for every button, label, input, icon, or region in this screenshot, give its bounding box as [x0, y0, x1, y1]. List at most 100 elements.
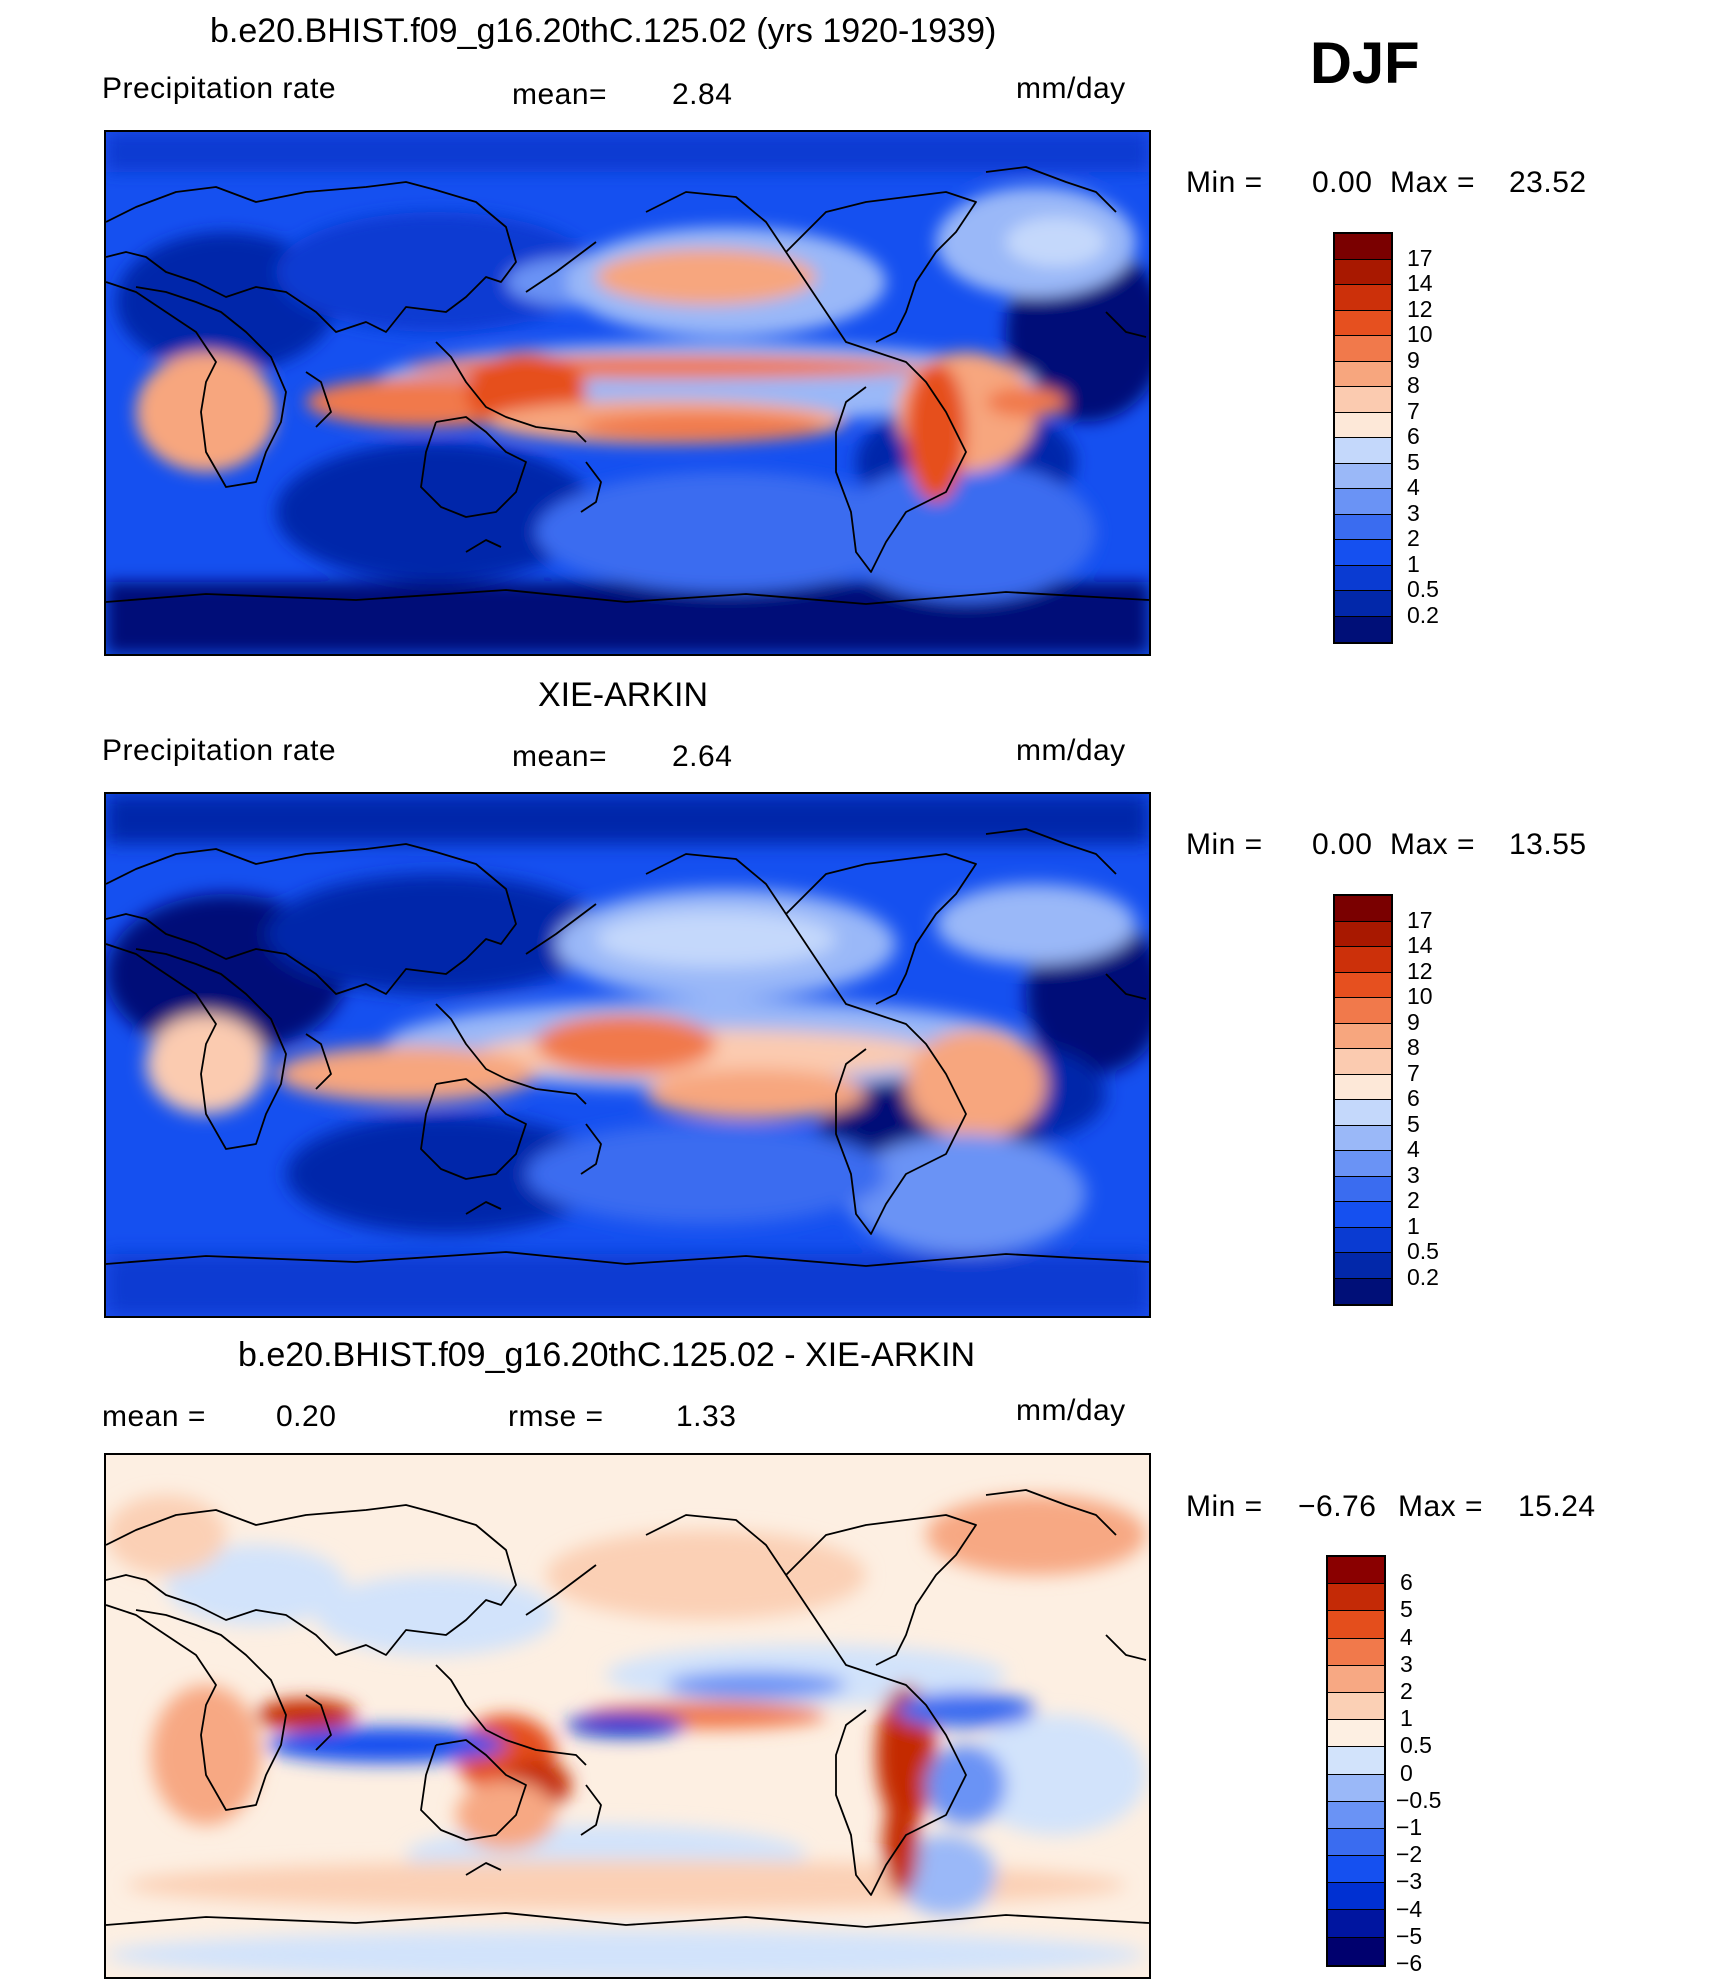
- panel-3-min-label: Min =: [1186, 1490, 1263, 1523]
- colorbar-2-swatch: [1335, 896, 1391, 922]
- colorbar-2-tick-label: 3: [1407, 1161, 1420, 1188]
- panel-3-max-label: Max =: [1398, 1490, 1484, 1523]
- colorbar-3-swatch: [1328, 1665, 1384, 1693]
- colorbar-1-tick-label: 12: [1407, 295, 1433, 322]
- colorbar-3-tick-label: −6: [1396, 1950, 1423, 1976]
- colorbar-3-tick-label: −3: [1396, 1868, 1423, 1895]
- colorbar-1-swatch: [1335, 387, 1391, 413]
- panel-1-map: [104, 130, 1151, 656]
- panel-3-difference-field: [106, 1455, 1149, 1977]
- panel-1-max-label: Max =: [1390, 166, 1476, 199]
- colorbar-1-tick-label: 4: [1407, 474, 1420, 500]
- colorbar-3-tick-label: −0.5: [1396, 1786, 1442, 1813]
- colorbar-1-swatch: [1335, 259, 1391, 285]
- colorbar-2-tick-label: 5: [1407, 1110, 1420, 1137]
- colorbar-1-swatch: [1335, 412, 1391, 438]
- colorbar-1-tick-label: 6: [1407, 423, 1420, 449]
- colorbar-2-tick-label: 0.5: [1407, 1238, 1439, 1264]
- colorbar-3-swatch: [1328, 1611, 1384, 1639]
- colorbar-2-swatch: [1335, 1023, 1391, 1049]
- colorbar-2-tick-label: 7: [1407, 1059, 1420, 1086]
- colorbar-1-tick-label: 5: [1407, 448, 1420, 475]
- colorbar-3-tick-label: 0.5: [1400, 1732, 1432, 1759]
- colorbar-2-tick-label: 14: [1407, 932, 1433, 958]
- colorbar-2-tick-label: 10: [1407, 983, 1433, 1009]
- colorbar-3-tick-label: 5: [1400, 1596, 1413, 1623]
- panel-3-colorbar: [1326, 1555, 1386, 1967]
- colorbar-3-swatch: [1328, 1692, 1384, 1721]
- colorbar-1-swatch: [1335, 310, 1391, 336]
- colorbar-2-swatch: [1335, 1049, 1391, 1075]
- panel-2-units: mm/day: [1016, 734, 1126, 767]
- colorbar-1-swatch: [1335, 285, 1391, 311]
- colorbar-3-tick-label: 6: [1400, 1569, 1413, 1596]
- panel-3-mean-value: 0.20: [276, 1400, 337, 1433]
- panel-1-variable-label: Precipitation rate: [102, 72, 337, 105]
- colorbar-3-swatch: [1328, 1910, 1384, 1938]
- colorbar-3-swatch: [1328, 1937, 1384, 1965]
- panel-1-precip-field: [106, 132, 1149, 654]
- colorbar-2-swatch: [1335, 1278, 1391, 1304]
- panel-1-mean-label: mean=: [512, 78, 608, 111]
- colorbar-1-tick-label: 14: [1407, 270, 1433, 296]
- colorbar-3-swatch: [1328, 1856, 1384, 1884]
- panel-1-mean-value: 2.84: [672, 78, 733, 111]
- colorbar-2-tick-label: 6: [1407, 1085, 1420, 1111]
- colorbar-1-tick-label: 3: [1407, 499, 1420, 526]
- colorbar-2-swatch: [1335, 1176, 1391, 1202]
- panel-3-rmse-label: rmse =: [508, 1400, 604, 1433]
- colorbar-2-tick-label: 4: [1407, 1136, 1420, 1162]
- colorbar-1-swatch: [1335, 438, 1391, 464]
- colorbar-2-swatch: [1335, 1253, 1391, 1279]
- colorbar-1-swatch: [1335, 463, 1391, 489]
- colorbar-2-tick-label: 17: [1407, 906, 1433, 933]
- panel-2-precip-field: [106, 794, 1149, 1316]
- panel-3-units: mm/day: [1016, 1394, 1126, 1427]
- colorbar-1-swatch: [1335, 234, 1391, 260]
- colorbar-3-swatch: [1328, 1883, 1384, 1911]
- colorbar-3-swatch: [1328, 1747, 1384, 1775]
- season-label: DJF: [1310, 31, 1420, 96]
- panel-1-max-value: 23.52: [1509, 166, 1587, 199]
- panel-2-title: XIE-ARKIN: [538, 676, 709, 714]
- colorbar-2-tick-label: 0.2: [1407, 1263, 1439, 1290]
- colorbar-3-swatch: [1328, 1557, 1384, 1585]
- colorbar-2-tick-label: 12: [1407, 957, 1433, 984]
- panel-3-map: [104, 1453, 1151, 1979]
- colorbar-1-swatch: [1335, 489, 1391, 515]
- colorbar-2-swatch: [1335, 1125, 1391, 1151]
- colorbar-2-swatch: [1335, 1202, 1391, 1228]
- colorbar-1-swatch: [1335, 514, 1391, 540]
- colorbar-2-tick-label: 1: [1407, 1212, 1420, 1239]
- colorbar-3-swatch: [1328, 1584, 1384, 1612]
- panel-2-colorbar: [1333, 894, 1393, 1306]
- colorbar-1-swatch: [1335, 361, 1391, 387]
- panel-2-min-label: Min =: [1186, 828, 1263, 861]
- panel-2-max-value: 13.55: [1509, 828, 1587, 861]
- colorbar-2-swatch: [1335, 998, 1391, 1024]
- panel-1-title: b.e20.BHIST.f09_g16.20thC.125.02 (yrs 19…: [210, 12, 997, 50]
- panel-2-variable-label: Precipitation rate: [102, 734, 337, 767]
- colorbar-3-swatch: [1328, 1801, 1384, 1829]
- panel-2-mean-value: 2.64: [672, 740, 733, 773]
- colorbar-1-swatch: [1335, 591, 1391, 617]
- panel-3-mean-label: mean =: [102, 1400, 206, 1433]
- panel-1-units: mm/day: [1016, 72, 1126, 105]
- colorbar-2-tick-label: 9: [1407, 1008, 1420, 1035]
- panel-2-mean-label: mean=: [512, 740, 608, 773]
- panel-2-max-label: Max =: [1390, 828, 1476, 861]
- colorbar-3-tick-label: 4: [1400, 1623, 1413, 1650]
- colorbar-2-swatch: [1335, 1227, 1391, 1253]
- colorbar-2-swatch: [1335, 972, 1391, 998]
- colorbar-1-tick-label: 2: [1407, 525, 1420, 551]
- colorbar-2-tick-label: 2: [1407, 1187, 1420, 1213]
- colorbar-2-swatch: [1335, 1151, 1391, 1177]
- panel-1-min-value: 0.00: [1312, 166, 1373, 199]
- colorbar-3-tick-label: 2: [1400, 1678, 1413, 1704]
- colorbar-1-swatch: [1335, 565, 1391, 591]
- panel-3-min-value: −6.76: [1298, 1490, 1377, 1523]
- colorbar-1-tick-label: 7: [1407, 397, 1420, 424]
- colorbar-1-tick-label: 10: [1407, 321, 1433, 347]
- colorbar-3-tick-label: 3: [1400, 1650, 1413, 1677]
- colorbar-2-swatch: [1335, 921, 1391, 947]
